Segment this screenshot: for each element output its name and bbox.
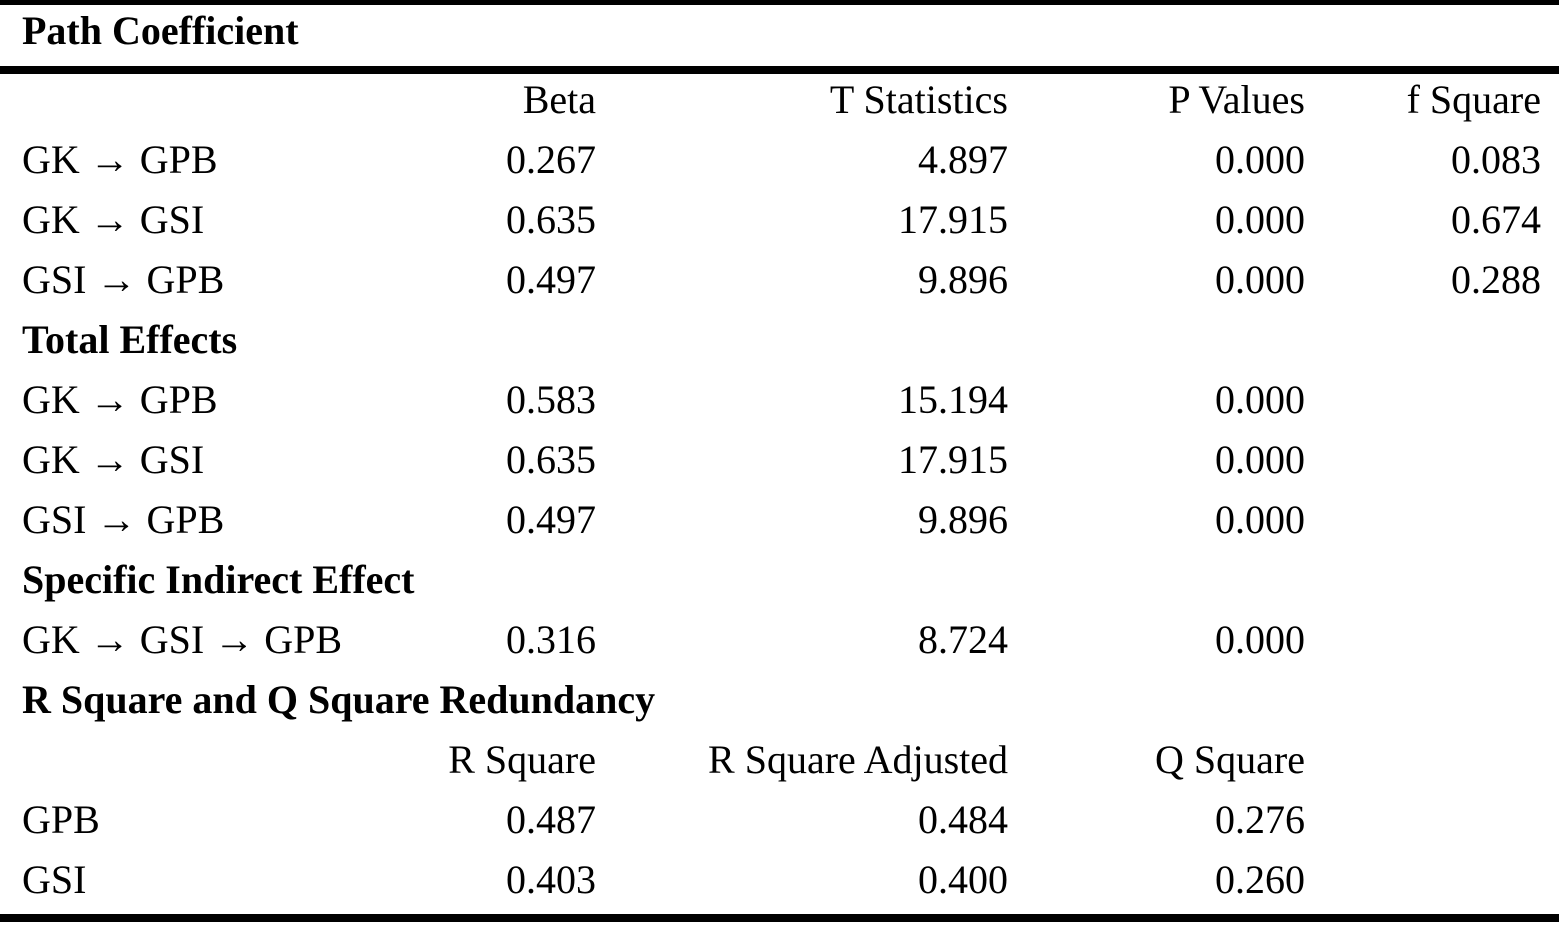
table-row: GK → GSI → GPB 0.316 8.724 0.000 <box>0 610 1559 670</box>
path-label: GSI → GPB <box>22 257 225 302</box>
bottom-rule <box>0 914 1559 922</box>
q-square-value: 0.260 <box>1215 857 1305 902</box>
table-row: GK → GPB 0.583 15.194 0.000 <box>0 370 1559 430</box>
q-square-value: 0.276 <box>1215 797 1305 842</box>
r-square-value: 0.487 <box>506 797 596 842</box>
header-beta: Beta <box>522 77 596 122</box>
beta-value: 0.635 <box>506 197 596 242</box>
path-label: GK → GSI <box>22 197 205 242</box>
beta-value: 0.497 <box>506 257 596 302</box>
beta-value: 0.316 <box>506 617 596 662</box>
header-p-values: P Values <box>1168 77 1305 122</box>
p-value: 0.000 <box>1215 617 1305 662</box>
f-square-value: 0.674 <box>1451 197 1541 242</box>
t-statistic-value: 9.896 <box>918 257 1008 302</box>
f-square-value: 0.288 <box>1451 257 1541 302</box>
header-row: R Square R Square Adjusted Q Square <box>0 730 1559 790</box>
section-title-r-square: R Square and Q Square Redundancy <box>0 670 1559 730</box>
section-title: R Square and Q Square Redundancy <box>22 677 656 722</box>
section-title: Specific Indirect Effect <box>22 557 415 602</box>
beta-value: 0.497 <box>506 497 596 542</box>
r-square-value: 0.403 <box>506 857 596 902</box>
r-square-adjusted-value: 0.400 <box>918 857 1008 902</box>
t-statistic-value: 17.915 <box>898 437 1008 482</box>
table-row: GSI → GPB 0.497 9.896 0.000 0.288 <box>0 250 1559 310</box>
header-r-square-adjusted: R Square Adjusted <box>708 737 1008 782</box>
section-title: Path Coefficient <box>22 8 299 53</box>
path-label: GK → GSI <box>22 437 205 482</box>
section-title-path-coefficient: Path Coefficient <box>0 1 1559 61</box>
t-statistic-value: 4.897 <box>918 137 1008 182</box>
t-statistic-value: 15.194 <box>898 377 1008 422</box>
p-value: 0.000 <box>1215 497 1305 542</box>
p-value: 0.000 <box>1215 137 1305 182</box>
header-rule <box>0 66 1559 74</box>
p-value: 0.000 <box>1215 197 1305 242</box>
p-value: 0.000 <box>1215 257 1305 302</box>
table-row: GK → GPB 0.267 4.897 0.000 0.083 <box>0 130 1559 190</box>
header-row: Beta T Statistics P Values f Square <box>0 70 1559 130</box>
path-label: GSI → GPB <box>22 497 225 542</box>
top-rule <box>0 0 1559 5</box>
header-f-square: f Square <box>1406 77 1541 122</box>
t-statistic-value: 17.915 <box>898 197 1008 242</box>
section-title: Total Effects <box>22 317 238 362</box>
t-statistic-value: 8.724 <box>918 617 1008 662</box>
path-label: GK → GSI → GPB <box>22 617 343 662</box>
table-row: GSI 0.403 0.400 0.260 <box>0 850 1559 910</box>
path-label: GK → GPB <box>22 137 218 182</box>
beta-value: 0.635 <box>506 437 596 482</box>
table-row: GPB 0.487 0.484 0.276 <box>0 790 1559 850</box>
path-label: GK → GPB <box>22 377 218 422</box>
f-square-value: 0.083 <box>1451 137 1541 182</box>
section-title-total-effects: Total Effects <box>0 310 1559 370</box>
construct-label: GPB <box>22 797 100 842</box>
t-statistic-value: 9.896 <box>918 497 1008 542</box>
beta-value: 0.583 <box>506 377 596 422</box>
p-value: 0.000 <box>1215 377 1305 422</box>
section-title-specific-indirect-effect: Specific Indirect Effect <box>0 550 1559 610</box>
header-t-statistics: T Statistics <box>829 77 1008 122</box>
p-value: 0.000 <box>1215 437 1305 482</box>
table-row: GK → GSI 0.635 17.915 0.000 0.674 <box>0 190 1559 250</box>
table-row: GK → GSI 0.635 17.915 0.000 <box>0 430 1559 490</box>
r-square-adjusted-value: 0.484 <box>918 797 1008 842</box>
header-q-square: Q Square <box>1155 737 1305 782</box>
table-row: GSI → GPB 0.497 9.896 0.000 <box>0 490 1559 550</box>
beta-value: 0.267 <box>506 137 596 182</box>
header-r-square: R Square <box>448 737 596 782</box>
construct-label: GSI <box>22 857 87 902</box>
